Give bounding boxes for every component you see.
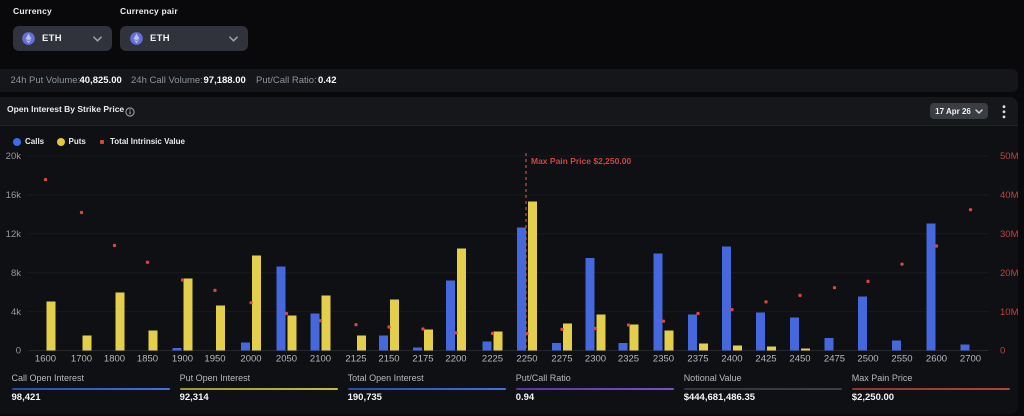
svg-text:20k: 20k (6, 151, 22, 162)
svg-text:2125: 2125 (345, 354, 366, 365)
svg-text:2100: 2100 (310, 354, 331, 365)
svg-text:2600: 2600 (926, 354, 947, 365)
svg-text:2700: 2700 (960, 354, 981, 365)
svg-text:50M: 50M (1000, 151, 1019, 162)
svg-text:1700: 1700 (71, 354, 92, 365)
svg-text:4k: 4k (11, 307, 21, 318)
svg-text:2150: 2150 (378, 354, 399, 365)
svg-text:2450: 2450 (789, 354, 810, 365)
svg-text:16k: 16k (6, 190, 22, 201)
svg-text:2000: 2000 (240, 354, 261, 365)
svg-text:2175: 2175 (412, 354, 433, 365)
svg-text:Max Pain Price $2,250.00: Max Pain Price $2,250.00 (531, 156, 631, 166)
svg-text:2200: 2200 (445, 354, 466, 365)
svg-text:2275: 2275 (551, 354, 572, 365)
svg-text:40M: 40M (1000, 190, 1019, 201)
svg-text:1800: 1800 (104, 354, 125, 365)
svg-text:2350: 2350 (653, 354, 674, 365)
svg-text:2325: 2325 (618, 354, 639, 365)
svg-text:2475: 2475 (824, 354, 845, 365)
svg-text:1850: 1850 (137, 354, 158, 365)
svg-text:0: 0 (1000, 346, 1005, 357)
svg-text:2400: 2400 (721, 354, 742, 365)
svg-text:2050: 2050 (276, 354, 297, 365)
svg-text:2300: 2300 (585, 354, 606, 365)
svg-text:2225: 2225 (482, 354, 503, 365)
svg-text:2425: 2425 (755, 354, 776, 365)
svg-text:8k: 8k (11, 268, 21, 279)
svg-text:20M: 20M (1000, 268, 1019, 279)
svg-text:30M: 30M (1000, 229, 1019, 240)
svg-text:10M: 10M (1000, 307, 1019, 318)
svg-text:2500: 2500 (857, 354, 878, 365)
svg-text:12k: 12k (6, 229, 22, 240)
svg-text:2550: 2550 (891, 354, 912, 365)
svg-text:2375: 2375 (687, 354, 708, 365)
svg-text:1900: 1900 (172, 354, 193, 365)
svg-text:2250: 2250 (516, 354, 537, 365)
svg-text:1950: 1950 (204, 354, 225, 365)
svg-text:1600: 1600 (35, 354, 56, 365)
svg-text:0: 0 (16, 346, 21, 357)
